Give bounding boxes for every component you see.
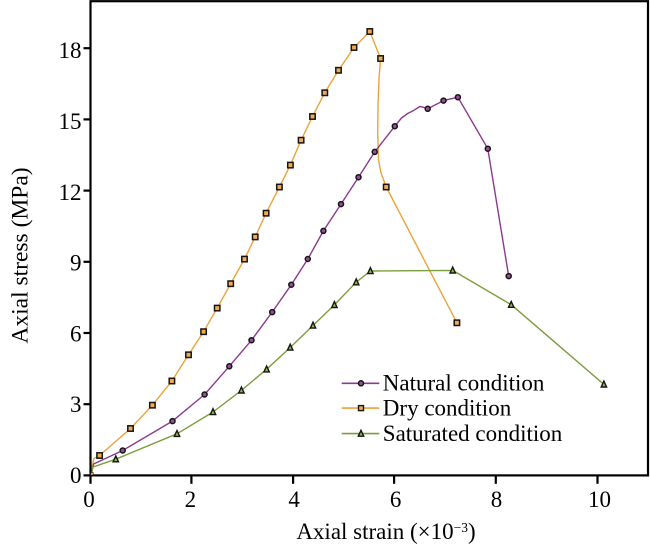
svg-text:18: 18 <box>59 38 82 63</box>
svg-text:12: 12 <box>59 180 82 205</box>
svg-text:4: 4 <box>288 487 300 512</box>
svg-text:Axial stress (MPa): Axial stress (MPa) <box>8 167 34 343</box>
svg-text:15: 15 <box>59 109 82 134</box>
svg-text:6: 6 <box>390 487 402 512</box>
svg-text:3: 3 <box>70 392 82 417</box>
svg-text:10: 10 <box>588 487 611 512</box>
svg-text:Dry condition: Dry condition <box>383 396 512 421</box>
svg-text:6: 6 <box>70 321 82 346</box>
svg-text:Natural condition: Natural condition <box>383 371 545 396</box>
svg-text:Axial strain (×10−3): Axial strain (×10−3) <box>296 519 475 544</box>
svg-text:Saturated condition: Saturated condition <box>383 421 563 446</box>
svg-text:0: 0 <box>70 463 82 488</box>
svg-text:9: 9 <box>70 251 82 276</box>
svg-text:2: 2 <box>185 487 197 512</box>
svg-text:8: 8 <box>491 487 503 512</box>
svg-text:0: 0 <box>83 487 95 512</box>
